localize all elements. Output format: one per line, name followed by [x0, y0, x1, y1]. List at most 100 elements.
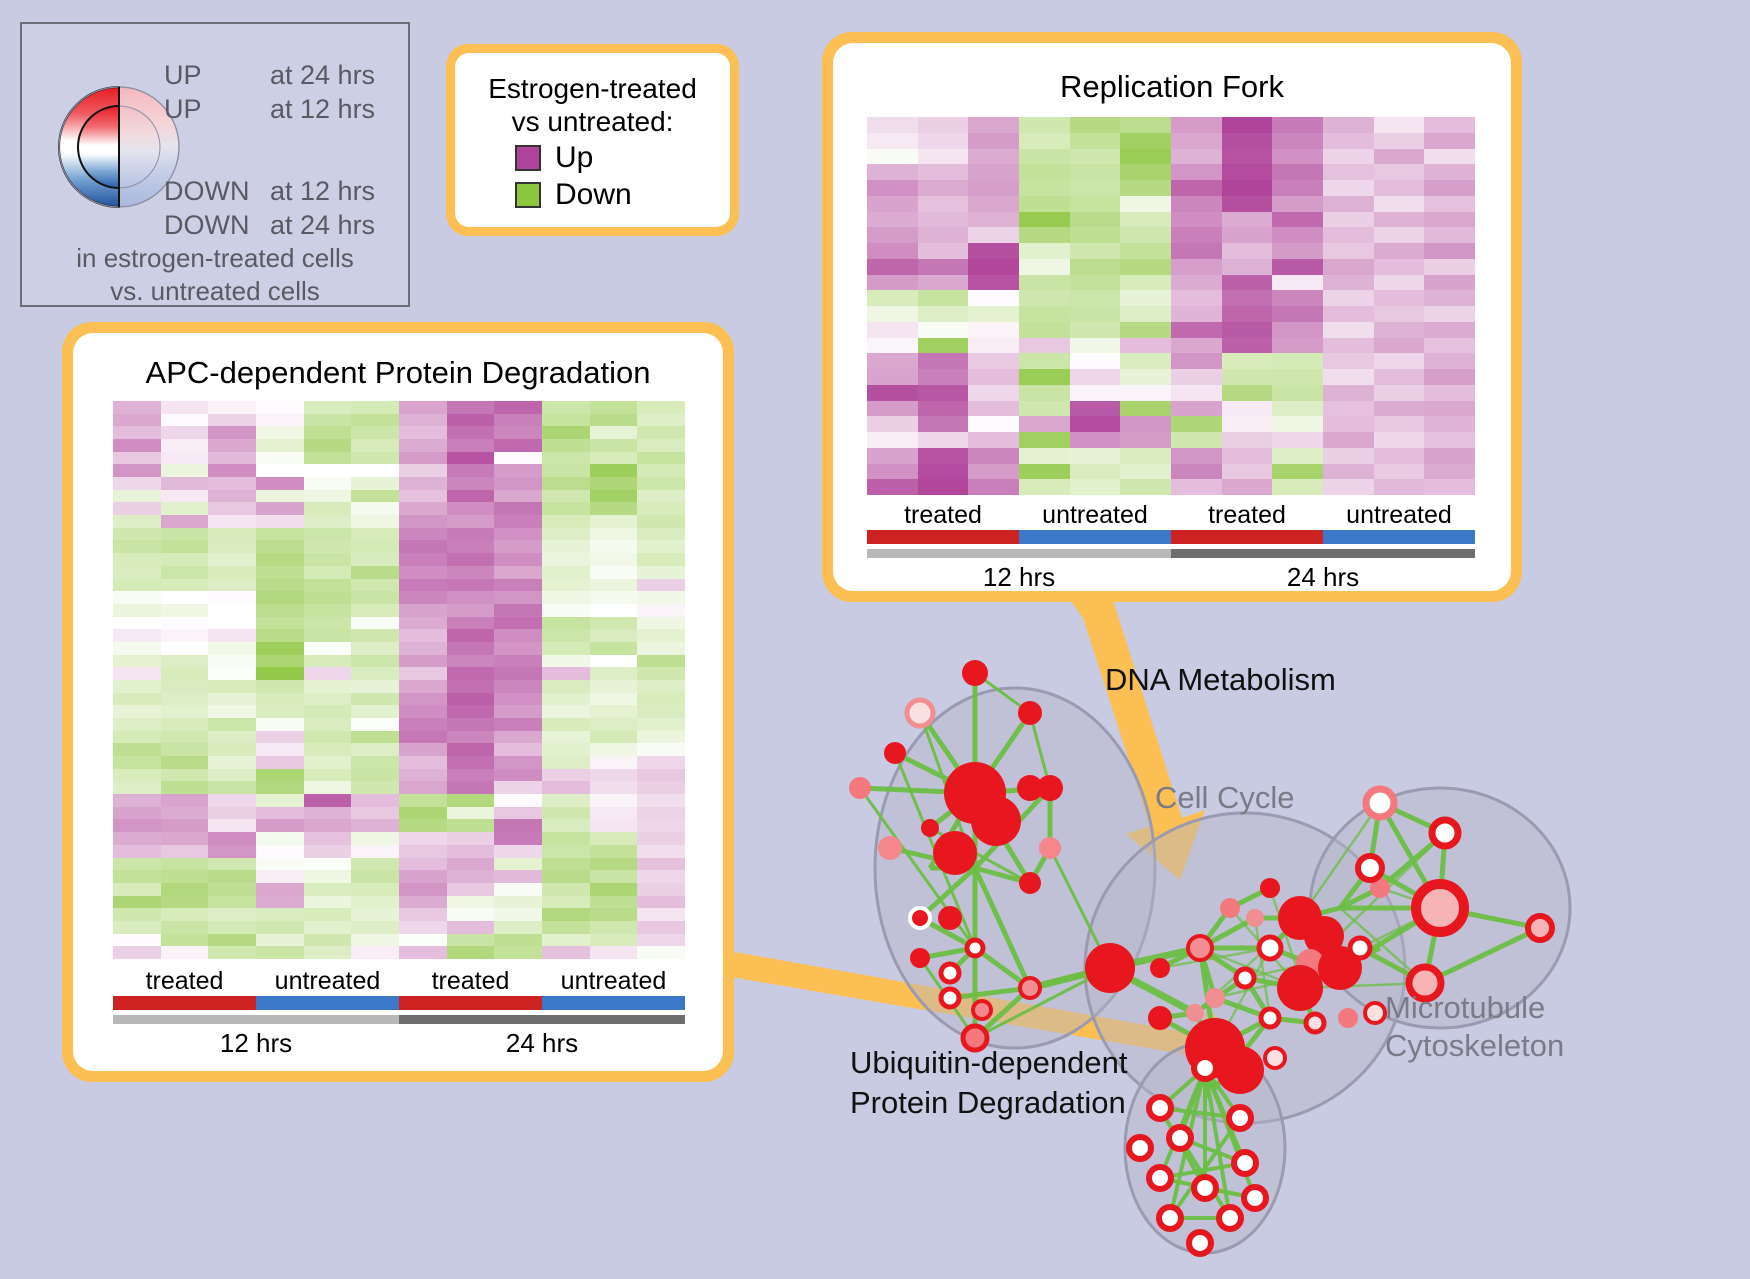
heatmap-cell	[256, 679, 304, 693]
heatmap-cell	[589, 553, 638, 566]
heatmap-cell	[542, 641, 590, 655]
heatmap-cell	[1120, 243, 1171, 259]
heatmap-cell	[303, 489, 352, 503]
node	[1411, 879, 1469, 937]
heatmap-cell	[917, 369, 969, 385]
label-dna-metabolism: DNA Metabolism	[1105, 662, 1336, 697]
time-bar-row	[867, 549, 1475, 558]
heatmap-cell	[256, 464, 304, 478]
heatmap-cell	[351, 401, 399, 414]
heatmap-cell	[1120, 148, 1171, 165]
heatmap-cell	[917, 479, 969, 495]
heatmap-cell	[399, 401, 447, 414]
heatmap-cell	[1424, 164, 1475, 180]
heatmap-cell	[113, 946, 161, 959]
heatmap-cell	[494, 502, 542, 516]
heatmap-cell	[867, 447, 918, 464]
heatmap-cell	[968, 195, 1019, 212]
heatmap-cell	[494, 781, 542, 795]
heatmap-cell	[399, 946, 447, 959]
heatmap-cell	[1424, 274, 1475, 291]
heatmap-cell	[351, 540, 399, 554]
heatmap-cell	[208, 565, 256, 579]
heatmap-cell	[917, 416, 969, 432]
heatmap-cell	[1424, 290, 1475, 306]
node	[1037, 775, 1063, 801]
heatmap-cell	[446, 502, 495, 516]
heatmap-cell	[637, 641, 685, 655]
group-label-row: treated untreated treated untreated	[867, 501, 1475, 530]
heatmap-cell	[351, 616, 399, 630]
node	[1220, 898, 1240, 918]
heatmap-cell	[303, 882, 352, 896]
heatmap-cell	[303, 730, 352, 744]
heatmap-cell	[208, 908, 256, 921]
heatmap-cell	[446, 426, 495, 440]
heatmap-cell	[542, 806, 590, 820]
heatmap-cell	[867, 432, 918, 448]
heatmap-cell	[446, 882, 495, 896]
heatmap-cell	[1069, 479, 1121, 495]
heatmap-cell	[113, 933, 161, 947]
heatmap-cell	[399, 882, 447, 896]
heatmap-cell	[256, 832, 304, 845]
heatmap-cell	[351, 870, 399, 883]
treatment-bar-treated	[113, 996, 256, 1010]
heatmap-cell	[256, 603, 304, 617]
heatmap-cell	[256, 641, 304, 655]
heatmap-cell	[1272, 180, 1323, 196]
heatmap-cell	[589, 933, 638, 947]
heatmap-cell	[160, 730, 209, 744]
heatmap-cell	[494, 578, 542, 592]
heatmap-cell	[113, 679, 161, 693]
heatmap-cell	[968, 384, 1019, 401]
heatmap-cell	[494, 933, 542, 947]
heatmap-cell	[303, 603, 352, 617]
group-label: treated	[431, 967, 510, 995]
heatmap-cell	[1171, 195, 1222, 212]
heatmap-cell	[494, 401, 542, 414]
heatmap-cell	[1373, 164, 1425, 180]
heatmap-cell	[494, 515, 542, 528]
heatmap-cell	[637, 819, 685, 833]
heatmap-cell	[1171, 306, 1222, 322]
node	[1216, 1204, 1244, 1232]
heatmap-cell	[351, 641, 399, 655]
node	[1318, 946, 1362, 990]
heatmap-cell	[542, 603, 590, 617]
heatmap-cell	[351, 477, 399, 490]
heatmap-cell	[542, 781, 590, 795]
heatmap-cell	[1019, 195, 1070, 212]
heatmap-cell	[303, 743, 352, 757]
heatmap-cell	[1373, 432, 1425, 448]
heatmap-cell	[589, 857, 638, 871]
heatmap-cell	[113, 756, 161, 769]
heatmap-cell	[637, 679, 685, 693]
heatmap-cell	[542, 527, 590, 541]
heatmap-cell	[160, 616, 209, 630]
heatmap-cell	[542, 413, 590, 427]
heatmap-cell	[399, 908, 447, 921]
heatmap-cell	[256, 908, 304, 921]
time-bar-12hrs	[113, 1015, 399, 1024]
heatmap-cell	[494, 641, 542, 655]
color-key-direction: UP	[164, 60, 202, 90]
heatmap-cell	[1019, 164, 1070, 180]
heatmap-cell	[303, 515, 352, 528]
heatmap-cell	[399, 489, 447, 503]
heatmap-cell	[589, 920, 638, 934]
heatmap-cell	[1221, 369, 1273, 385]
heatmap-cell	[1323, 290, 1374, 306]
heatmap-cell	[1272, 400, 1323, 417]
heatmap-cell	[303, 413, 352, 427]
heatmap-cell	[208, 439, 256, 452]
heatmap-cell	[1424, 400, 1475, 417]
color-key-row: UP at 12 hrs	[164, 92, 404, 126]
heatmap-cell	[1221, 306, 1273, 322]
heatmap-cell	[494, 819, 542, 833]
node	[1304, 916, 1344, 956]
heatmap-cell	[968, 180, 1019, 196]
heatmap-cell	[589, 464, 638, 478]
heatmap-cell	[1120, 227, 1171, 243]
heatmap-cell	[1019, 274, 1070, 291]
